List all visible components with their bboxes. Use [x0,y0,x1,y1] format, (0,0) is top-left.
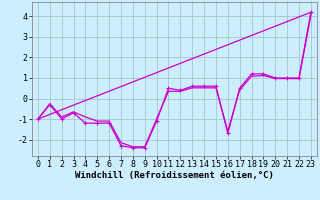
X-axis label: Windchill (Refroidissement éolien,°C): Windchill (Refroidissement éolien,°C) [75,171,274,180]
